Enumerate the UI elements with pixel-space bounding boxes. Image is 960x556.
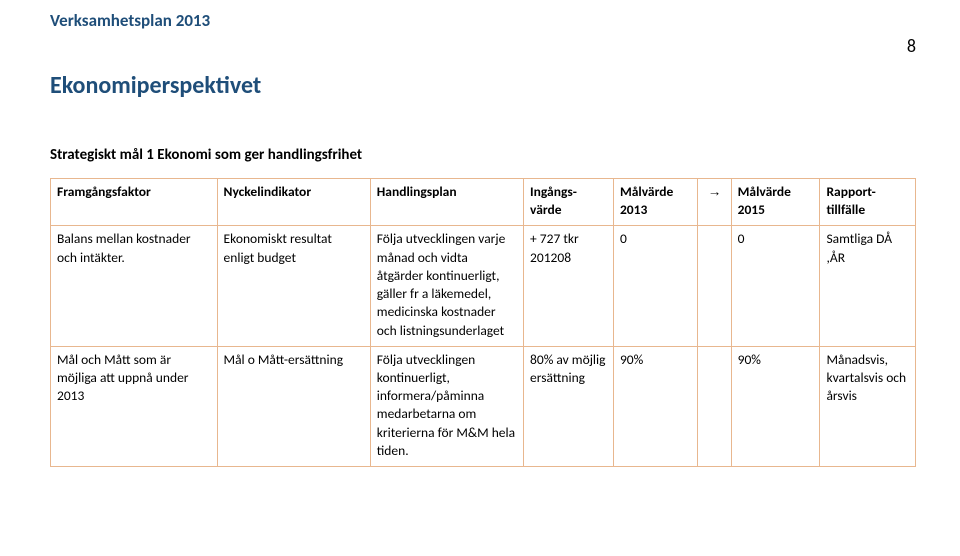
cell-framgangsfaktor: Balans mellan kostnader och intäkter. <box>51 226 218 346</box>
cell-ingangsvarde: + 727 tkr 201208 <box>524 226 614 346</box>
cell-nyckelindikator: Ekonomiskt resultat enligt budget <box>217 226 370 346</box>
document-title: Verksamhetsplan 2013 <box>50 10 916 31</box>
page-number: 8 <box>50 35 916 57</box>
col-malvarde-2013: Målvärde 2013 <box>613 179 697 226</box>
cell-malvarde-2013: 0 <box>613 226 697 346</box>
cell-rapporttillfalle: Samtliga DÅ ,ÅR <box>820 226 916 346</box>
col-nyckelindikator: Nyckelindikator <box>217 179 370 226</box>
goals-table: Framgångsfaktor Nyckelindikator Handling… <box>50 178 916 467</box>
col-framgangsfaktor: Framgångsfaktor <box>51 179 218 226</box>
table-row: Balans mellan kostnader och intäkter. Ek… <box>51 226 916 346</box>
col-ingangsvarde: Ingångs-värde <box>524 179 614 226</box>
cell-arrow <box>698 346 731 466</box>
cell-malvarde-2015: 90% <box>731 346 820 466</box>
cell-rapporttillfalle: Månadsvis, kvartalsvis och årsvis <box>820 346 916 466</box>
cell-arrow <box>698 226 731 346</box>
cell-framgangsfaktor: Mål och Mått som är möjliga att uppnå un… <box>51 346 218 466</box>
strategic-goal-subheading: Strategiskt mål 1 Ekonomi som ger handli… <box>50 146 916 164</box>
cell-malvarde-2015: 0 <box>731 226 820 346</box>
section-heading: Ekonomiperspektivet <box>50 71 916 100</box>
col-rapporttillfalle: Rapport-tillfälle <box>820 179 916 226</box>
table-header-row: Framgångsfaktor Nyckelindikator Handling… <box>51 179 916 226</box>
page-container: Verksamhetsplan 2013 8 Ekonomiperspektiv… <box>0 0 960 467</box>
cell-handlingsplan: Följa utvecklingen kontinuerligt, inform… <box>370 346 523 466</box>
cell-malvarde-2013: 90% <box>613 346 697 466</box>
cell-handlingsplan: Följa utvecklingen varje månad och vidta… <box>370 226 523 346</box>
col-arrow-icon: → <box>698 179 731 226</box>
cell-ingangsvarde: 80% av möjlig ersättning <box>524 346 614 466</box>
table-row: Mål och Mått som är möjliga att uppnå un… <box>51 346 916 466</box>
cell-nyckelindikator: Mål o Mått-ersättning <box>217 346 370 466</box>
col-handlingsplan: Handlingsplan <box>370 179 523 226</box>
col-malvarde-2015: Målvärde 2015 <box>731 179 820 226</box>
